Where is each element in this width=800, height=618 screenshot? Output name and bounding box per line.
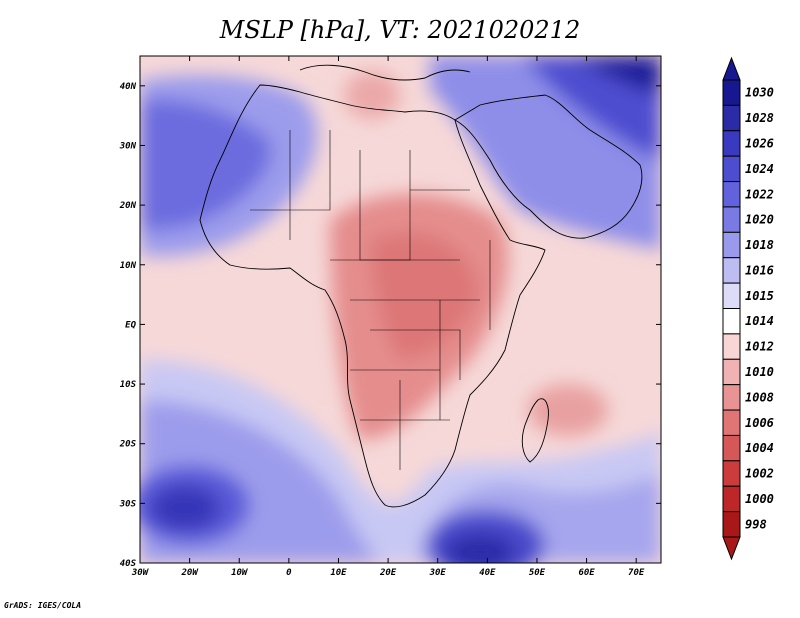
pressure-blobs <box>140 56 661 563</box>
colorbar-swatch <box>722 282 741 310</box>
colorbar-swatch <box>722 384 741 411</box>
latitude-axis: 40N 30N 20N 10N EQ 10S 20S 30S 40S <box>119 82 661 569</box>
colorbar-label: 1012 <box>745 340 774 354</box>
map-title: MSLP [hPa], VT: 2021020212 <box>219 16 581 44</box>
lat-tick-label: 10S <box>120 380 137 390</box>
colorbar-swatch <box>722 333 741 360</box>
colorbar-label: 1016 <box>745 263 774 277</box>
colorbar-swatch <box>722 79 741 106</box>
colorbar-swatch <box>722 511 741 538</box>
colorbar-label: 1030 <box>745 86 774 100</box>
colorbar-swatch <box>722 434 741 462</box>
pressure-field <box>140 56 661 563</box>
colorbar-swatch <box>722 257 741 284</box>
colorbar-swatch <box>722 358 741 386</box>
lon-tick-label: 70E <box>628 568 645 578</box>
colorbar-swatch <box>722 181 741 208</box>
colorbar-label: 1020 <box>745 213 774 227</box>
colorbar-label: 1000 <box>745 492 774 506</box>
lon-tick-label: 30E <box>429 568 447 578</box>
colorbar-label: 1026 <box>745 136 774 150</box>
colorbar-swatch <box>722 308 741 335</box>
country-borders <box>250 130 491 470</box>
lat-tick-label: 40S <box>120 559 137 569</box>
colorbar-label: 1018 <box>745 238 774 252</box>
lon-tick-label: 20E <box>379 568 397 578</box>
colorbar-label: 1028 <box>745 111 774 125</box>
colorbar-label: 1022 <box>745 187 774 201</box>
lat-tick-label: 40N <box>120 82 137 92</box>
colorbar-swatch <box>722 155 741 183</box>
colorbar-label: 1015 <box>745 289 774 303</box>
coastline <box>199 64 643 508</box>
colorbar: 1030 1028 1026 1024 1022 1020 1018 1016 1015 1014… <box>722 56 774 561</box>
colorbar-label: 1002 <box>745 467 774 481</box>
lat-tick-label: 30N <box>119 141 137 151</box>
colorbar-swatch <box>722 460 741 487</box>
longitude-axis: 30W 20W 10W 0 10E 20E 30E 40E 50E 60E 70E <box>131 56 645 578</box>
lat-tick-label: 20N <box>119 201 137 211</box>
colorbar-label: 1014 <box>745 314 774 328</box>
lon-tick-label: 50E <box>529 568 546 578</box>
colorbar-swatch <box>722 485 741 513</box>
lon-tick-label: 10W <box>231 568 249 578</box>
colorbar-top-arrow <box>722 56 741 81</box>
lon-tick-label: 20W <box>180 568 199 578</box>
colorbar-swatch <box>722 130 741 157</box>
colorbar-bottom-arrow <box>722 536 741 561</box>
colorbar-swatch <box>722 409 741 436</box>
colorbar-label: 998 <box>745 517 767 531</box>
lon-tick-label: 60E <box>578 568 595 578</box>
colorbar-swatch <box>722 206 741 233</box>
lon-tick-label: 30W <box>131 568 150 578</box>
lat-tick-label: 10N <box>120 261 137 271</box>
plot-frame <box>139 55 662 564</box>
lat-tick-label: 30S <box>119 499 137 509</box>
colorbar-label: 1024 <box>745 162 774 176</box>
colorbar-label: 1004 <box>745 441 774 455</box>
colorbar-label: 1010 <box>745 365 774 379</box>
colorbar-swatch <box>722 231 741 259</box>
lon-tick-label: 0 <box>286 568 292 578</box>
lat-tick-label: 20S <box>119 440 137 450</box>
credit-text: GrADS: IGES/COLA <box>4 601 82 610</box>
colorbar-label: 1006 <box>745 416 774 430</box>
lon-tick-label: 10E <box>330 568 347 578</box>
colorbar-swatch <box>722 104 741 132</box>
colorbar-label: 1008 <box>745 390 774 404</box>
lon-tick-label: 40E <box>479 568 496 578</box>
lat-tick-label: EQ <box>125 320 136 330</box>
